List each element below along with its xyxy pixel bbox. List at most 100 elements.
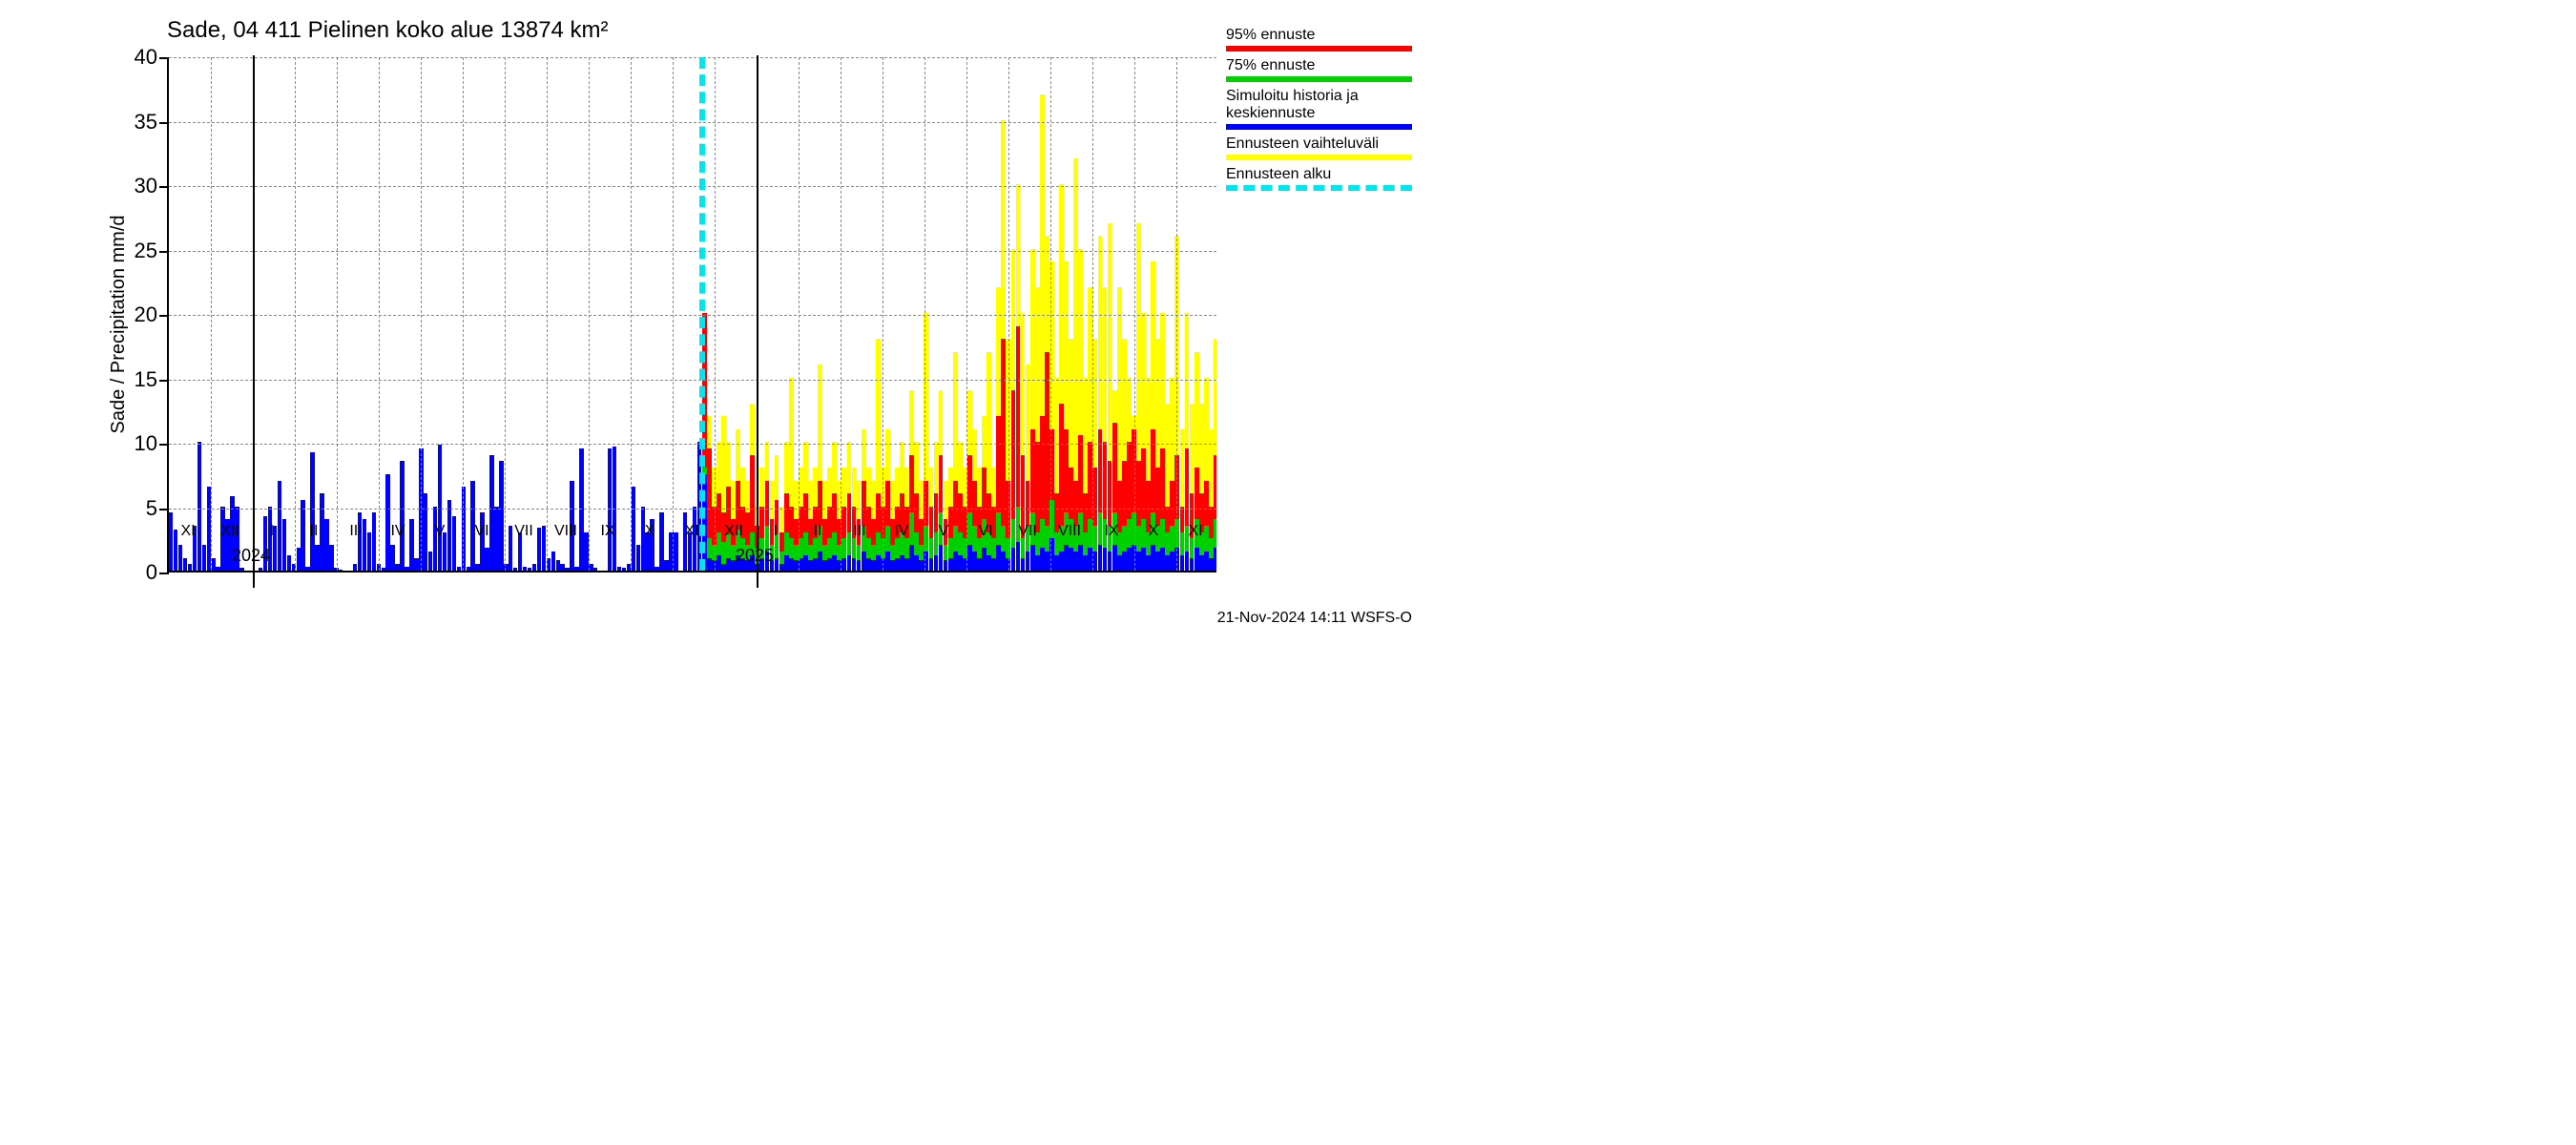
history-bar <box>542 526 546 571</box>
history-bar <box>447 500 451 571</box>
forecast-median-bar <box>832 555 837 571</box>
legend-swatch <box>1226 185 1412 191</box>
xtick-month-label: IV <box>390 523 405 540</box>
ytick-mark <box>159 315 169 317</box>
history-bar <box>523 567 527 571</box>
legend-item: Simuloitu historia ja keskiennuste <box>1226 88 1412 130</box>
history-bar <box>372 512 376 571</box>
xtick-month-label: XII <box>220 523 239 540</box>
legend-label: 75% ennuste <box>1226 57 1412 74</box>
history-bar <box>452 516 456 571</box>
history-bar <box>202 545 206 571</box>
forecast-median-bar <box>862 552 866 571</box>
forecast-median-bar <box>939 545 944 571</box>
gridline-v <box>547 57 548 571</box>
ytick-mark <box>159 509 169 510</box>
forecast-median-bar <box>1045 552 1049 571</box>
history-bar <box>617 567 621 571</box>
ytick-label: 25 <box>100 239 157 263</box>
gridline-v <box>673 57 674 571</box>
gridline-v <box>463 57 464 571</box>
forecast-median-bar <box>1030 545 1035 571</box>
xtick-month-label: VIII <box>554 523 577 540</box>
forecast-median-bar <box>929 558 934 572</box>
legend-swatch <box>1226 46 1412 52</box>
ytick-mark <box>159 57 169 59</box>
forecast-median-bar <box>1040 548 1045 571</box>
forecast-median-bar <box>1122 552 1127 571</box>
xtick-month-label: X <box>645 523 655 540</box>
forecast-median-bar <box>1136 552 1141 571</box>
history-bar <box>608 448 612 571</box>
forecast-median-bar <box>717 555 721 571</box>
forecast-median-bar <box>944 560 948 571</box>
forecast-median-bar <box>1141 548 1146 571</box>
history-bar <box>683 512 687 571</box>
history-bar <box>565 568 569 571</box>
forecast-median-bar <box>827 558 832 572</box>
legend: 95% ennuste75% ennusteSimuloitu historia… <box>1226 27 1412 197</box>
xtick-month-label: X <box>1149 523 1159 540</box>
xtick-month-label: VI <box>978 523 992 540</box>
gridline-h <box>169 509 1216 510</box>
legend-label: Ennusteen alku <box>1226 166 1412 183</box>
legend-swatch <box>1226 124 1412 130</box>
history-bar <box>475 564 479 571</box>
history-bar <box>305 567 309 571</box>
forecast-median-bar <box>857 560 862 571</box>
forecast-median-bar <box>904 558 909 572</box>
plot-area <box>167 57 1216 572</box>
forecast-median-bar <box>779 564 784 571</box>
history-bar <box>282 519 286 571</box>
legend-swatch <box>1226 155 1412 160</box>
history-bar <box>239 568 243 571</box>
forecast-start-line <box>699 57 705 571</box>
forecast-median-bar <box>914 555 919 571</box>
forecast-median-bar <box>890 560 895 571</box>
history-bar <box>324 519 328 571</box>
forecast-median-bar <box>996 545 1001 571</box>
history-bar <box>659 512 663 571</box>
history-bar <box>385 474 389 571</box>
history-bar <box>509 526 512 571</box>
forecast-median-bar <box>1108 552 1112 571</box>
xtick-month-label: IV <box>894 523 908 540</box>
xtick-month-label: XII <box>724 523 743 540</box>
gridline-h <box>169 315 1216 316</box>
forecast-median-bar <box>789 558 794 572</box>
history-bar <box>367 532 371 572</box>
forecast-median-bar <box>1214 548 1216 571</box>
history-bar <box>489 455 493 572</box>
forecast-median-bar <box>991 558 996 572</box>
legend-item: 75% ennuste <box>1226 57 1412 82</box>
history-bar <box>278 481 281 572</box>
ytick-label: 40 <box>100 45 157 70</box>
bars-layer <box>169 57 1216 571</box>
forecast-median-bar <box>1092 552 1097 571</box>
forecast-median-bar <box>1155 552 1160 571</box>
history-bar <box>560 564 564 571</box>
history-bar <box>494 507 498 572</box>
history-bar <box>457 567 461 571</box>
gridline-h <box>169 122 1216 123</box>
gridline-v <box>337 57 338 571</box>
gridline-v <box>295 57 296 571</box>
history-bar <box>593 568 597 571</box>
gridline-v <box>715 57 716 571</box>
history-bar <box>329 545 333 571</box>
forecast-median-bar <box>1021 558 1026 572</box>
xtick-month-label: I <box>270 523 274 540</box>
gridline-h <box>169 251 1216 252</box>
forecast-median-bar <box>1026 552 1030 571</box>
legend-label: Simuloitu historia ja keskiennuste <box>1226 88 1412 122</box>
xtick-month-label: VII <box>514 523 533 540</box>
ytick-label: 10 <box>100 431 157 456</box>
history-bar <box>499 461 503 571</box>
forecast-median-bar <box>876 555 881 571</box>
gridline-h <box>169 186 1216 187</box>
history-bar <box>339 570 343 571</box>
xtick-month-label: V <box>435 523 446 540</box>
chart-title: Sade, 04 411 Pielinen koko alue 13874 km… <box>167 17 609 44</box>
ytick-label: 35 <box>100 110 157 135</box>
history-bar <box>216 567 219 571</box>
